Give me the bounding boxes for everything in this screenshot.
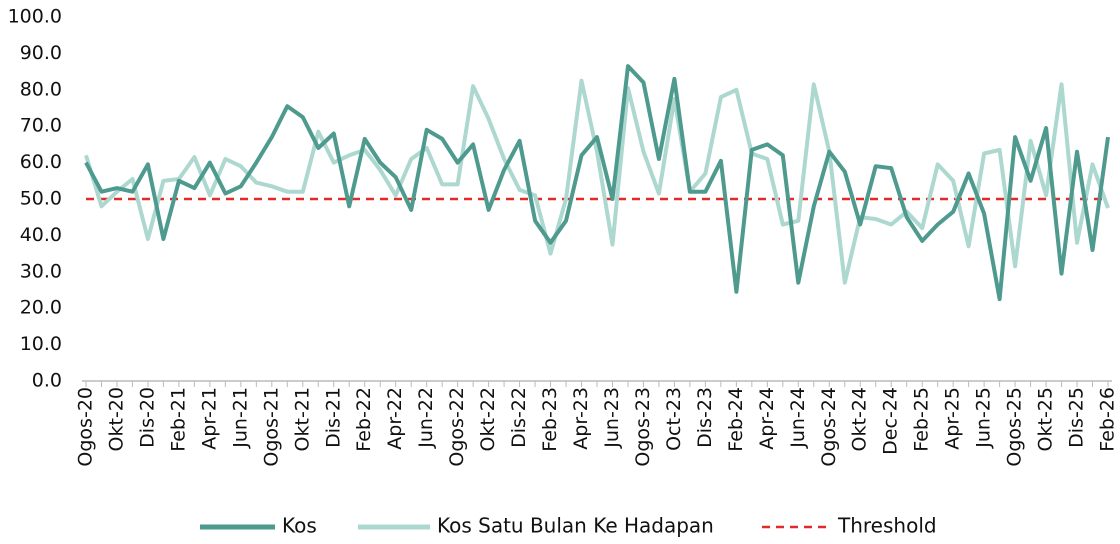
- y-tick-label: 0.0: [32, 370, 62, 392]
- x-tick-label: Ogos-24: [818, 387, 840, 467]
- x-tick-label: Jun-21: [229, 387, 251, 449]
- x-tick-label: Feb-23: [539, 387, 561, 452]
- x-tick-label: Jun-22: [415, 387, 437, 449]
- x-tick-label: Feb-26: [1097, 387, 1119, 452]
- x-tick-label: Okt-22: [477, 387, 499, 451]
- series-line: [84, 78, 1110, 285]
- y-tick-label: 20.0: [20, 297, 62, 319]
- x-tick-label: Apr-22: [384, 387, 406, 450]
- legend-label: Threshold: [837, 514, 937, 538]
- x-tick-label: Apr-25: [942, 387, 964, 450]
- x-tick-label: Feb-24: [725, 387, 747, 452]
- x-tick-label: Dis-23: [694, 387, 716, 448]
- x-tick-label: Okt-24: [849, 387, 871, 451]
- x-tick-label: Ogos-25: [1004, 387, 1026, 467]
- x-tick-label: Feb-21: [167, 387, 189, 452]
- x-tick-label: Ogos-23: [632, 387, 654, 467]
- x-tick-label: Dis-20: [136, 387, 158, 448]
- x-tick-label: Ogos-22: [446, 387, 468, 467]
- y-tick-label: 10.0: [20, 333, 62, 355]
- y-tick-label: 90.0: [20, 42, 62, 64]
- x-tick-label: Apr-23: [570, 387, 592, 450]
- legend-label: Kos Satu Bulan Ke Hadapan: [437, 514, 714, 538]
- y-tick-label: 30.0: [20, 260, 62, 282]
- y-tick-label: 60.0: [20, 151, 62, 173]
- x-tick-label: Okt-20: [105, 387, 127, 451]
- y-tick-label: 50.0: [20, 188, 62, 210]
- x-tick-label: Jun-25: [973, 387, 995, 449]
- x-tick-label: Jun-23: [601, 387, 623, 449]
- x-tick-label: Apr-24: [756, 387, 778, 450]
- y-tick-label: 40.0: [20, 224, 62, 246]
- y-tick-label: 70.0: [20, 115, 62, 137]
- y-tick-label: 80.0: [20, 78, 62, 100]
- x-tick-label: Dis-22: [508, 387, 530, 448]
- x-tick-label: Okt-25: [1035, 387, 1057, 451]
- y-tick-label: 100.0: [8, 6, 62, 28]
- x-tick-label: Apr-21: [198, 387, 220, 450]
- x-tick-label: Oct-23: [663, 387, 685, 451]
- x-tick-label: Feb-25: [911, 387, 933, 452]
- series-line: [84, 64, 1110, 302]
- x-tick-label: Feb-22: [353, 387, 375, 452]
- x-tick-label: Ogos-21: [260, 387, 282, 467]
- x-tick-label: Okt-21: [291, 387, 313, 451]
- x-tick-label: Dis-25: [1066, 387, 1088, 448]
- x-tick-label: Dis-21: [322, 387, 344, 448]
- x-tick-label: Jun-24: [787, 387, 809, 449]
- x-tick-label: Dec-24: [880, 387, 902, 455]
- x-tick-label: Ogos-20: [75, 387, 97, 467]
- legend-label: Kos: [282, 514, 317, 538]
